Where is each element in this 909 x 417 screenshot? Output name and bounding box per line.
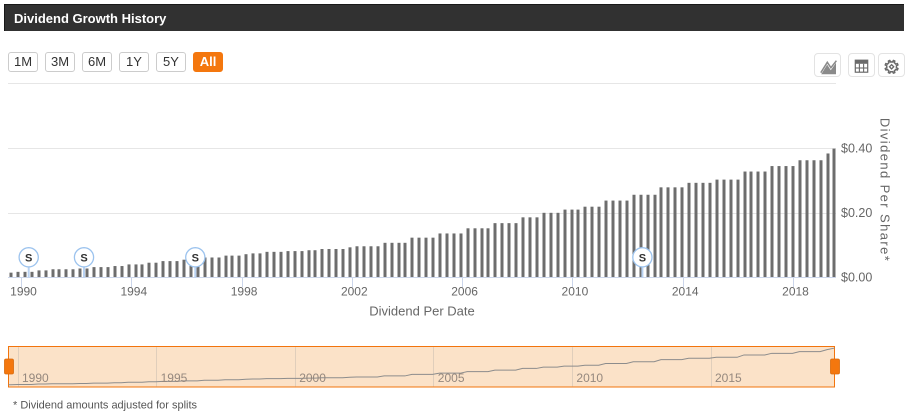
svg-text:2000: 2000	[299, 371, 326, 385]
svg-text:* Dividend amounts adjusted fo: * Dividend amounts adjusted for splits	[13, 400, 198, 412]
svg-text:2002: 2002	[341, 285, 368, 299]
svg-text:1995: 1995	[161, 371, 188, 385]
svg-text:2006: 2006	[451, 285, 478, 299]
svg-text:$0.40: $0.40	[841, 141, 872, 155]
svg-text:1990: 1990	[10, 285, 37, 299]
svg-text:Dividend Per Share*: Dividend Per Share*	[878, 118, 893, 262]
svg-text:2005: 2005	[438, 371, 465, 385]
svg-text:2018: 2018	[782, 285, 809, 299]
svg-text:Dividend Per Date: Dividend Per Date	[369, 304, 475, 319]
svg-text:1990: 1990	[22, 371, 49, 385]
svg-text:2015: 2015	[715, 371, 742, 385]
svg-text:2010: 2010	[576, 371, 603, 385]
svg-text:S: S	[25, 253, 32, 265]
svg-text:2014: 2014	[672, 285, 699, 299]
svg-text:S: S	[80, 253, 87, 265]
svg-text:S: S	[639, 253, 646, 265]
svg-text:S: S	[192, 253, 199, 265]
svg-text:1998: 1998	[231, 285, 258, 299]
svg-text:$0.00: $0.00	[841, 270, 872, 284]
svg-text:1994: 1994	[120, 285, 147, 299]
svg-text:$0.20: $0.20	[841, 206, 872, 220]
svg-text:2010: 2010	[562, 285, 589, 299]
